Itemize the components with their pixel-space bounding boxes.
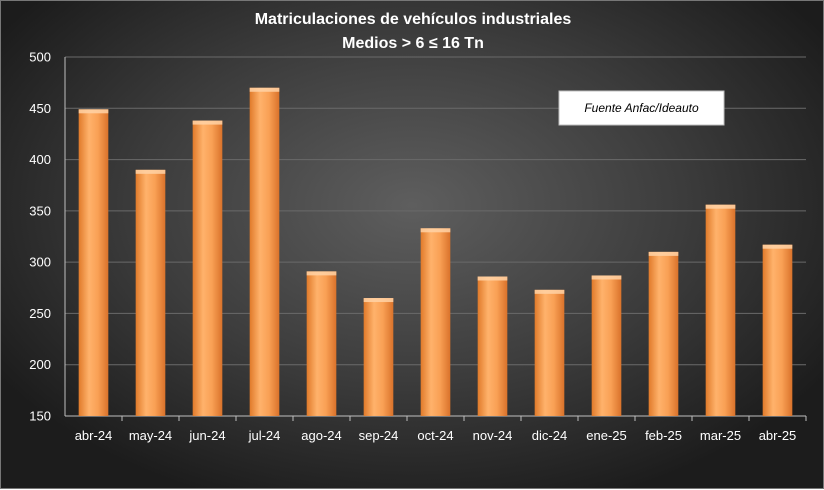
y-tick-label: 450: [29, 101, 51, 116]
bar: [591, 275, 622, 416]
bar: [762, 244, 793, 416]
y-tick-label: 200: [29, 357, 51, 372]
y-tick-label: 250: [29, 306, 51, 321]
y-tick-label: 350: [29, 203, 51, 218]
source-annotation: Fuente Anfac/Ideauto: [558, 90, 725, 126]
bar: [363, 298, 394, 416]
bar: [420, 228, 451, 416]
x-tick-label: sep-24: [359, 428, 399, 443]
y-tick-label: 150: [29, 409, 51, 424]
x-tick-label: dic-24: [532, 428, 567, 443]
x-tick-label: abr-25: [759, 428, 797, 443]
bar-top: [363, 298, 394, 303]
bar-top: [591, 275, 622, 280]
bar-top: [306, 271, 337, 276]
chart-title: Matriculaciones de vehículos industriale…: [255, 11, 572, 28]
bar: [192, 120, 223, 416]
bar-top: [648, 251, 679, 256]
bar-top: [135, 169, 166, 174]
chart-subtitle: Medios > 6 ≤ 16 Tn: [342, 35, 484, 52]
bar: [306, 271, 337, 416]
bar-top: [420, 228, 451, 233]
y-tick-label: 400: [29, 152, 51, 167]
bar: [477, 276, 508, 416]
bar: [78, 109, 109, 416]
source-box: [558, 90, 725, 126]
x-tick-label: nov-24: [473, 428, 513, 443]
bar: [648, 251, 679, 416]
tick-labels: 150 200 250 300 350 400 450 500 abr-24 may-24 jun-…: [29, 50, 796, 444]
x-tick-label: abr-24: [75, 428, 113, 443]
bars: [78, 87, 793, 417]
x-tick-label: mar-25: [700, 428, 741, 443]
x-tick-label: ago-24: [301, 428, 341, 443]
bar-top: [192, 120, 223, 125]
y-tick-label: 500: [29, 50, 51, 65]
x-tick-label: may-24: [129, 428, 172, 443]
x-tick-label: jun-24: [188, 428, 225, 443]
x-tick-label: ene-25: [586, 428, 626, 443]
bar-top: [534, 289, 565, 294]
bar-top: [78, 109, 109, 114]
x-tick-label: oct-24: [417, 428, 453, 443]
source-label: Fuente Anfac/Ideauto: [584, 101, 699, 115]
x-tick-label: feb-25: [645, 428, 682, 443]
bar: [705, 204, 736, 416]
bar-top: [762, 244, 793, 249]
y-tick-label: 300: [29, 255, 51, 270]
bar: [534, 289, 565, 416]
bar-top: [477, 276, 508, 281]
bar-top: [705, 204, 736, 209]
bar: [249, 87, 280, 417]
x-tick-label: jul-24: [248, 428, 281, 443]
bar: [135, 169, 166, 416]
bar-top: [249, 87, 280, 92]
